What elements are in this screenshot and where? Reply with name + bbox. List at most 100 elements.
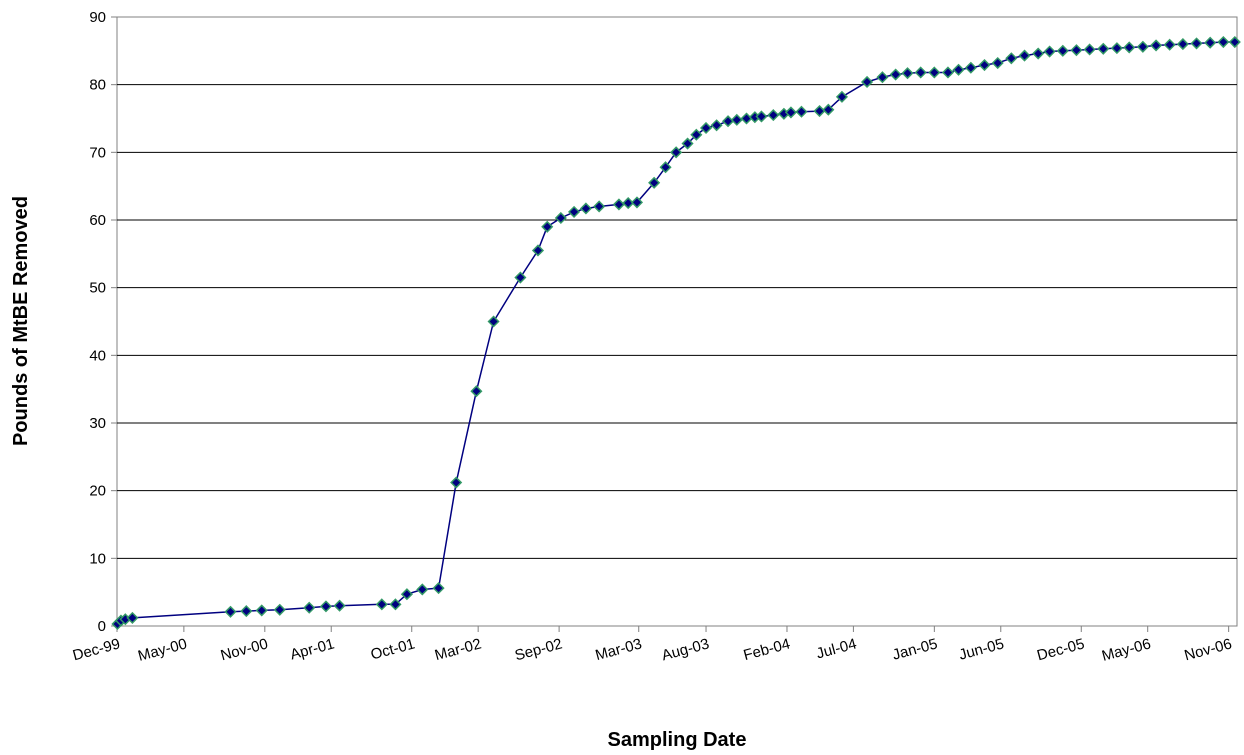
data-point (622, 197, 635, 210)
data-point (400, 588, 413, 601)
data-point (303, 601, 316, 614)
data-point (1083, 43, 1096, 56)
data-point (978, 58, 991, 72)
data-point (568, 205, 581, 218)
data-point (541, 220, 554, 233)
data-point (630, 196, 644, 209)
data-point (710, 119, 723, 132)
data-point (964, 61, 977, 74)
data-point (470, 385, 483, 398)
x-tick-label: Feb-04 (742, 635, 792, 664)
y-tick-label: 60 (89, 212, 106, 229)
data-point (670, 146, 683, 159)
data-point (333, 599, 346, 612)
y-tick-label: 40 (89, 347, 106, 364)
x-tick-label: Dec-99 (71, 635, 122, 664)
data-point (1123, 41, 1136, 54)
data-point (579, 202, 593, 215)
data-point (593, 200, 606, 213)
data-point (1204, 36, 1217, 49)
data-point (432, 582, 445, 595)
data-point (1005, 52, 1018, 65)
x-tick-label: Sep-02 (513, 635, 564, 664)
x-tick-label: Apr-01 (288, 635, 336, 663)
data-point (514, 271, 527, 284)
data-point (255, 604, 268, 617)
data-markers (111, 35, 1241, 631)
data-point (941, 66, 955, 79)
data-point (1018, 49, 1031, 62)
data-point (767, 109, 780, 122)
data-point (730, 113, 743, 126)
plot-area (116, 16, 1238, 627)
data-point (795, 105, 808, 118)
data-point (699, 121, 713, 135)
y-tick-label: 80 (89, 77, 106, 94)
data-point (416, 583, 429, 596)
data-point (375, 598, 388, 611)
data-point (1032, 47, 1045, 60)
x-tick-label: Aug-03 (660, 635, 711, 664)
data-point (1110, 42, 1123, 55)
data-point (1070, 44, 1083, 57)
data-point (450, 476, 463, 489)
data-point (1217, 35, 1230, 49)
data-point (1056, 44, 1069, 57)
data-point (952, 63, 965, 76)
data-point (1190, 37, 1203, 50)
x-tick-label: Oct-01 (369, 635, 417, 663)
data-point (389, 598, 402, 611)
x-tick-label: Jul-04 (815, 635, 859, 662)
data-point (755, 110, 768, 123)
data-point (690, 128, 703, 141)
data-point (126, 611, 139, 624)
y-tick-label: 50 (89, 280, 106, 297)
y-axis-ticks: 0 10 20 30 40 50 60 70 80 90 (89, 9, 117, 635)
data-point (273, 603, 286, 616)
y-axis-title: Pounds of MtBE Removed (10, 196, 32, 446)
data-point (1228, 35, 1241, 49)
y-tick-label: 90 (89, 9, 106, 26)
data-point (531, 244, 545, 257)
data-point (822, 103, 835, 116)
y-tick-label: 20 (89, 483, 106, 500)
data-point (319, 600, 333, 613)
data-point (991, 56, 1004, 70)
data-point (224, 605, 237, 618)
data-point (1163, 38, 1176, 51)
data-point (876, 71, 889, 84)
data-point (1043, 45, 1056, 58)
data-point (860, 75, 874, 89)
y-tick-label: 30 (89, 415, 106, 432)
y-tick-label: 70 (89, 144, 106, 161)
x-axis-title: Sampling Date (608, 729, 747, 751)
data-point (835, 90, 849, 103)
x-tick-label: Mar-02 (433, 635, 483, 664)
data-point (659, 161, 672, 174)
data-point (681, 137, 694, 150)
x-tick-label: Nov-06 (1183, 635, 1234, 664)
x-axis-ticks: Dec-99 May-00 Nov-00 Apr-01 Oct-01 Mar-02 Sep-… (71, 626, 1234, 665)
x-tick-label: Jan-05 (891, 635, 940, 663)
x-tick-label: Dec-05 (1035, 635, 1086, 664)
data-point (928, 66, 941, 79)
data-point (889, 68, 902, 81)
data-point (554, 211, 567, 225)
data-point (612, 198, 625, 211)
data-point (1149, 39, 1163, 52)
data-point (784, 106, 797, 119)
data-point (901, 67, 914, 80)
y-tick-label: 10 (89, 550, 106, 567)
x-tick-label: Mar-03 (593, 635, 643, 664)
data-point (648, 176, 661, 189)
x-tick-label: May-06 (1100, 635, 1153, 664)
data-point (914, 66, 927, 79)
data-point (1097, 42, 1110, 55)
data-point (487, 315, 500, 328)
gridlines (117, 84, 1237, 559)
x-tick-label: Jun-05 (957, 635, 1006, 663)
y-tick-label: 0 (98, 618, 106, 635)
data-point (1136, 40, 1149, 53)
data-point (1176, 38, 1189, 51)
